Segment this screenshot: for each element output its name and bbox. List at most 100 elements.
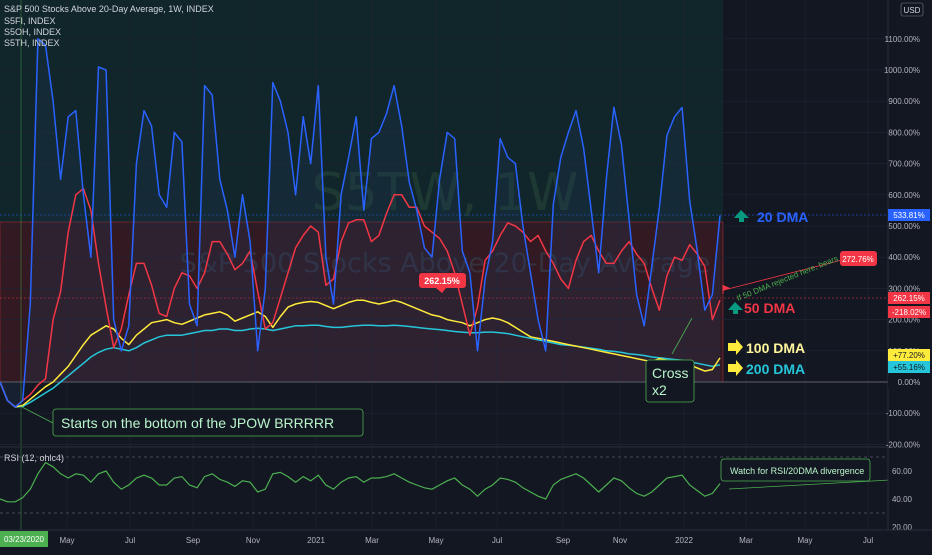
price-tag-bg	[888, 209, 930, 221]
time-axis-label: May	[59, 536, 74, 545]
cross-note-pointer	[671, 317, 693, 355]
time-axis-label: Sep	[556, 536, 571, 545]
time-axis-label: May	[797, 536, 812, 545]
legend-main-title[interactable]: S&P 500 Stocks Above 20-Day Average, 1W,…	[4, 4, 214, 14]
price-axis-label: 1100.00%	[885, 35, 920, 44]
price-axis-label: -200.00%	[886, 440, 920, 449]
rsi-pane[interactable]: RSI (12, ohlc4) Watch for RSI/20DMA dive…	[0, 453, 891, 514]
price-axis-label: 600.00%	[888, 191, 920, 200]
price-axis[interactable]	[888, 0, 932, 530]
start-note-box[interactable]	[52, 408, 364, 437]
target-badge-text: 272.76%	[842, 255, 874, 264]
dma-100-text: 100 DMA	[746, 340, 805, 356]
projection-line	[723, 259, 843, 291]
price-axis-label: 800.00%	[888, 128, 920, 137]
cross-note-box[interactable]	[645, 359, 695, 403]
dma-200-label[interactable]: 200 DMA	[728, 360, 805, 377]
series-line-s5tw[interactable]	[0, 38, 721, 408]
start-note-text: Starts on the bottom of the JPOW BRRRRR	[61, 415, 334, 431]
price-axis-label: 1000.00%	[884, 66, 920, 75]
dma-200-text: 200 DMA	[746, 361, 805, 377]
start-note-pointer	[21, 406, 54, 424]
dma-50-text: 50 DMA	[744, 300, 795, 316]
price-tag-bg	[888, 376, 930, 388]
time-axis-label: Mar	[739, 536, 753, 545]
rsi-note-box[interactable]	[720, 458, 871, 482]
main-pane[interactable]	[0, 0, 888, 447]
watermark-symbol: S5TW, 1W	[312, 163, 579, 223]
currency-label: USD	[904, 6, 921, 15]
price-tag: +77.20%	[888, 349, 930, 361]
price-tag-bg	[888, 349, 930, 361]
legend-s5fi[interactable]: S5FI, INDEX	[4, 16, 56, 26]
dma-50-label[interactable]: 50 DMA	[728, 300, 795, 316]
price-axis-label: 900.00%	[888, 97, 920, 106]
time-axis-label: May	[428, 536, 443, 545]
red-zone	[0, 222, 723, 382]
arrow-up-icon	[728, 302, 743, 314]
time-axis-label: Jul	[863, 536, 873, 545]
price-tag-text: 533.81%	[893, 211, 925, 220]
price-tag-text: 262.15%	[893, 294, 925, 303]
series-layer	[0, 38, 721, 408]
series-line-s5oh[interactable]	[0, 299, 721, 408]
price-axis-label: 300.00%	[888, 284, 920, 293]
header-legend: S&P 500 Stocks Above 20-Day Average, 1W,…	[4, 4, 214, 48]
rsi-note-text: Watch for RSI/20DMA divergence	[730, 466, 864, 476]
price-axis-label: 400.00%	[888, 253, 920, 262]
price-tag-bg	[888, 292, 930, 304]
price-axis-label: -100.00%	[886, 409, 920, 418]
rsi-axis-label: 20.00	[892, 523, 913, 532]
series-line-s5th[interactable]	[0, 324, 721, 408]
price-tag: +55.16%	[888, 361, 930, 373]
price-axis-label: 200.00%	[888, 316, 920, 325]
time-axis-label: 2021	[307, 536, 325, 545]
time-axis-label: Nov	[613, 536, 627, 545]
dma-100-label[interactable]: 100 DMA	[728, 339, 805, 356]
price-tag-text: +77.20%	[893, 351, 925, 360]
cross-note-line-2: x2	[652, 382, 667, 398]
dma-20-label[interactable]: 20 DMA	[734, 209, 808, 225]
legend-s5th[interactable]: S5TH, INDEX	[4, 38, 60, 48]
price-tag-text: -218.02%	[892, 308, 926, 317]
current-date-text: 03/23/2020	[4, 535, 45, 544]
price-tag-bg	[888, 306, 930, 318]
rsi-axis-label: 40.00	[892, 495, 913, 504]
arrow-up-icon	[734, 210, 749, 222]
price-axis-label: 700.00%	[888, 160, 920, 169]
price-axis-labels: 1100.00% 1000.00% 900.00% 800.00% 700.00% 600…	[884, 35, 920, 532]
series-area-s5tw	[0, 38, 720, 408]
price-tag: 262.15%	[888, 292, 930, 304]
flag-marker	[723, 285, 730, 291]
time-axis[interactable]	[0, 530, 932, 550]
time-axis-label: Jul	[125, 536, 135, 545]
price-tag: 0.00%	[888, 376, 930, 388]
dma-20-text: 20 DMA	[757, 209, 808, 225]
rsi-note-pointer	[728, 479, 891, 490]
price-tag: 533.81%	[888, 209, 930, 221]
currency-button[interactable]	[900, 2, 924, 17]
peak-badge-pointer	[436, 288, 446, 293]
time-axis-label: 2022	[675, 536, 693, 545]
arrow-right-icon	[728, 360, 743, 376]
price-tag: -218.02%	[888, 306, 930, 318]
time-axis-label: Nov	[246, 536, 260, 545]
target-badge[interactable]	[840, 251, 877, 266]
price-tag-text: +55.16%	[893, 363, 925, 372]
price-tag-bg	[888, 361, 930, 373]
peak-badge-text: 262.15%	[424, 276, 460, 286]
rsi-axis-label: 60.00	[892, 467, 913, 476]
peak-badge[interactable]	[419, 273, 466, 288]
time-axis-label: Sep	[186, 536, 201, 545]
rsi-title[interactable]: RSI (12, ohlc4)	[4, 453, 64, 463]
rsi-line[interactable]	[0, 461, 721, 503]
price-tag-text: 0.00%	[898, 378, 921, 387]
time-axis-label: Mar	[365, 536, 379, 545]
arrow-right-icon	[728, 339, 743, 355]
current-date-badge	[0, 531, 48, 547]
price-tags: 533.81% 262.15% -218.02% +77.20% +55.16% 0.00…	[888, 209, 930, 388]
legend-s5oh[interactable]: S5OH, INDEX	[4, 27, 61, 37]
time-axis-label: Jul	[492, 536, 502, 545]
